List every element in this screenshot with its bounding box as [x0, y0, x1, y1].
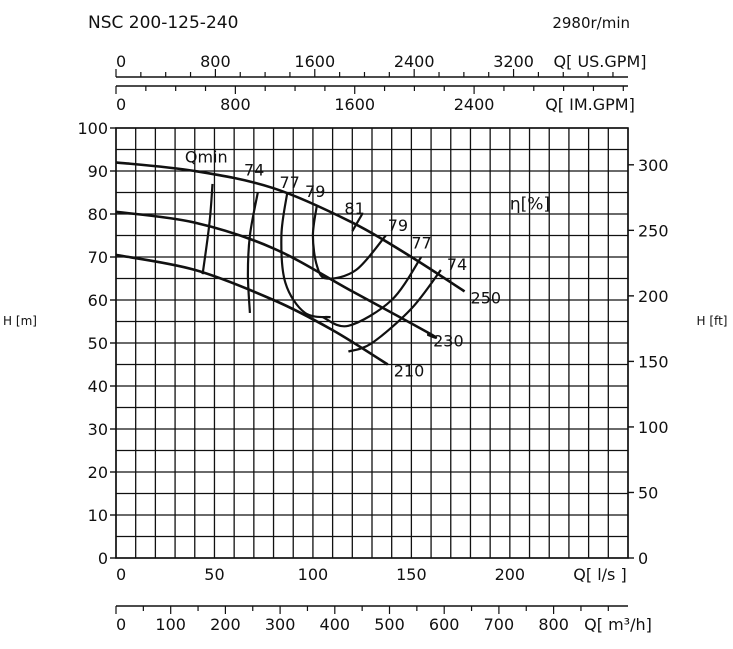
efficiency-label: 74 — [244, 160, 264, 179]
us-gpm-axis-label: Q[ US.GPM] — [554, 52, 647, 71]
ft-tick-label: 0 — [638, 549, 648, 568]
y-tick-label: 20 — [88, 463, 108, 482]
ft-tick-label: 50 — [638, 483, 658, 502]
ft-tick-label: 300 — [638, 156, 669, 175]
efficiency-contour-77 — [280, 192, 331, 319]
ft-tick-label: 100 — [638, 418, 669, 437]
y-tick-label: 40 — [88, 377, 108, 396]
x-axis-label: Q[ l/s ] — [573, 565, 626, 584]
head-curve-210 — [115, 253, 389, 366]
x-tick-label: 100 — [298, 565, 329, 584]
efficiency-label: 79 — [388, 216, 408, 235]
m3h-tick-label: 0 — [116, 615, 126, 634]
m3h-tick-label: 200 — [210, 615, 241, 634]
efficiency-label: 77 — [279, 173, 299, 192]
y-tick-label: 80 — [88, 205, 108, 224]
curves — [115, 161, 466, 366]
x-tick-label: 150 — [396, 565, 427, 584]
us-gpm-tick-label: 0 — [116, 52, 126, 71]
im-gpm-axis-label: Q[ IM.GPM] — [545, 95, 635, 114]
qmin-label: Qmin — [185, 147, 228, 166]
speed-label: 2980r/min — [552, 14, 630, 32]
us-gpm-tick-label: 2400 — [394, 52, 435, 71]
ft-tick-label: 250 — [638, 221, 669, 240]
y-tick-label: 30 — [88, 420, 108, 439]
chart-title: NSC 200-125-240 — [88, 13, 238, 33]
head-curve-label: 250 — [471, 288, 502, 307]
qmin-line — [201, 183, 214, 275]
axes: 0 10 20 30 40 50 60 70 80 90 100 0 50 100 150 200 250 300… — [77, 52, 668, 634]
y-tick-label: 60 — [88, 291, 108, 310]
im-gpm-tick-label: 800 — [220, 95, 251, 114]
us-gpm-tick-label: 800 — [200, 52, 231, 71]
efficiency-label: 77 — [411, 233, 431, 252]
x-tick-label: 0 — [116, 565, 126, 584]
ft-tick-label: 150 — [638, 352, 669, 371]
ft-tick-label: 200 — [638, 287, 669, 306]
y-tick-label: 50 — [88, 334, 108, 353]
efficiency-axis-label: η[%] — [510, 195, 550, 215]
im-gpm-tick-label: 2400 — [454, 95, 495, 114]
y-axis-label-right: H [ft] — [697, 314, 728, 328]
m3h-tick-label: 800 — [538, 615, 569, 634]
labels: NSC 200-125-240 2980r/min H [m] H [ft] Q[ l/… — [3, 13, 727, 634]
efficiency-label: 81 — [344, 199, 364, 218]
efficiency-contour-79 — [311, 205, 387, 280]
m3h-tick-label: 600 — [429, 615, 460, 634]
m3h-tick-label: 500 — [374, 615, 405, 634]
y-axis-label-left: H [m] — [3, 314, 37, 328]
m3h-axis-label: Q[ m³/h] — [584, 615, 652, 634]
efficiency-contour-77 — [322, 256, 423, 328]
x-tick-label: 50 — [204, 565, 224, 584]
us-gpm-tick-label: 3200 — [493, 52, 534, 71]
head-curve-230 — [115, 210, 438, 339]
efficiency-contour-74 — [348, 269, 442, 353]
x-tick-label: 200 — [495, 565, 526, 584]
us-gpm-tick-label: 1600 — [294, 52, 335, 71]
efficiency-contour-81 — [351, 213, 364, 232]
im-gpm-tick-label: 1600 — [334, 95, 375, 114]
m3h-tick-label: 100 — [155, 615, 186, 634]
y-tick-label: 100 — [77, 119, 108, 138]
efficiency-label: 79 — [305, 182, 325, 201]
efficiency-contour-74 — [246, 192, 259, 313]
y-tick-label: 70 — [88, 248, 108, 267]
y-tick-label: 90 — [88, 162, 108, 181]
head-curve-label: 230 — [433, 331, 464, 350]
m3h-tick-label: 300 — [265, 615, 296, 634]
head-curve-250 — [115, 161, 466, 293]
head-curve-label: 210 — [394, 362, 425, 381]
y-tick-label: 10 — [88, 506, 108, 525]
y-tick-label: 0 — [98, 549, 108, 568]
m3h-tick-label: 700 — [484, 615, 515, 634]
m3h-tick-label: 400 — [320, 615, 351, 634]
efficiency-label: 74 — [447, 255, 467, 274]
im-gpm-tick-label: 0 — [116, 95, 126, 114]
